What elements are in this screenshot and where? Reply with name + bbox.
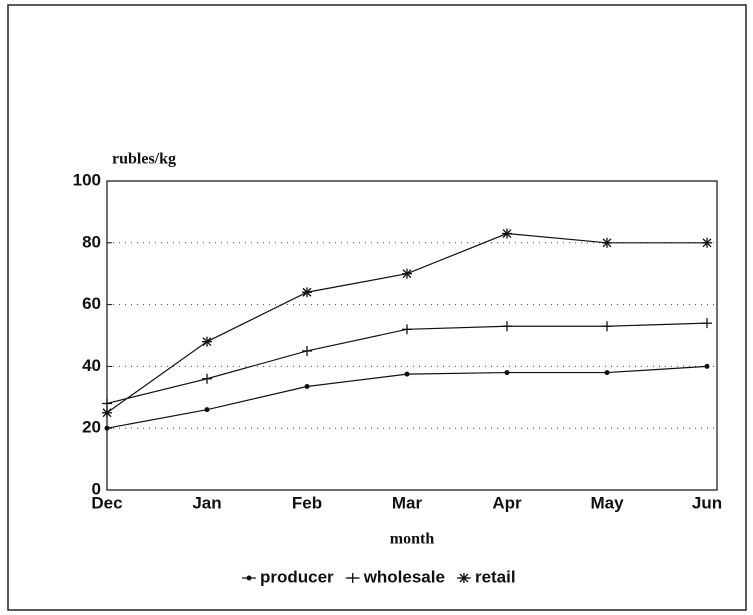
marker [602, 321, 612, 332]
marker [604, 370, 610, 376]
x-tick-label: Feb [292, 493, 322, 512]
marker [302, 345, 312, 356]
marker [502, 228, 512, 239]
stroke [302, 287, 312, 297]
frame [7, 4, 747, 611]
stroke [502, 229, 512, 238]
stroke [702, 238, 712, 248]
legend-label: producer [260, 567, 334, 586]
marker [458, 573, 469, 583]
dot [104, 425, 110, 431]
marker [102, 407, 112, 418]
stroke [402, 269, 412, 279]
marker [402, 268, 412, 279]
marker [404, 371, 410, 377]
stroke [602, 238, 612, 248]
stroke [202, 337, 212, 347]
plot-frame [106, 180, 718, 491]
marker [304, 383, 310, 389]
stroke [459, 573, 469, 583]
marker [704, 363, 710, 369]
y-axis-label: rubles/kg [112, 151, 176, 168]
dot [704, 363, 710, 369]
marker [347, 573, 358, 583]
marker [702, 237, 712, 248]
series-line [106, 322, 708, 405]
marker [402, 324, 412, 335]
legend-label: retail [475, 567, 516, 586]
dot [246, 575, 252, 581]
marker [246, 575, 252, 581]
x-axis-label: month [390, 531, 435, 548]
y-tick-label: 100 [73, 170, 101, 189]
x-tick-label: Dec [91, 493, 122, 512]
marker [204, 407, 210, 413]
y-tick-label: 40 [82, 356, 101, 375]
marker [102, 398, 112, 409]
dot [304, 383, 310, 389]
stroke [102, 408, 112, 418]
marker [202, 373, 212, 384]
marker [104, 425, 110, 431]
marker [202, 336, 212, 347]
series-line [106, 232, 707, 414]
dot [504, 370, 510, 376]
y-tick-label: 60 [82, 294, 101, 313]
x-tick-label: Jun [692, 493, 722, 512]
marker [702, 318, 712, 329]
marker [602, 237, 612, 248]
dot [404, 371, 410, 377]
y-tick-label: 80 [82, 232, 101, 251]
dot [604, 370, 610, 376]
x-tick-label: Mar [392, 493, 423, 512]
marker [302, 287, 312, 298]
y-tick-label: 0 [92, 479, 101, 498]
marker [504, 370, 510, 376]
marker [502, 321, 512, 332]
legend-label: wholesale [363, 567, 445, 586]
x-tick-label: Apr [492, 493, 522, 512]
dot [204, 407, 210, 413]
x-tick-label: Jan [192, 493, 221, 512]
x-tick-label: May [590, 493, 624, 512]
y-tick-label: 20 [82, 418, 101, 437]
